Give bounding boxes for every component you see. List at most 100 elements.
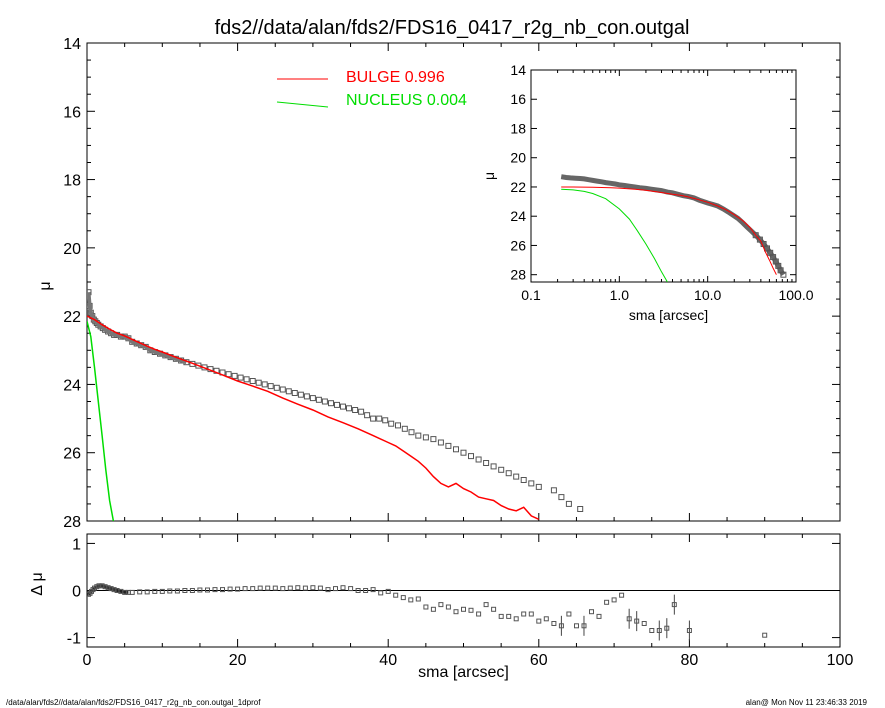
- x-tick-label: 80: [681, 652, 699, 669]
- observed-point: [285, 388, 292, 395]
- resid-y-tick-label: 1: [72, 536, 81, 553]
- observed-point: [382, 417, 389, 424]
- inset-observed-point: [752, 232, 759, 239]
- inset-observed-point: [764, 245, 770, 252]
- inset-nucleus-model-line: [561, 188, 668, 282]
- residual-point: [137, 589, 143, 595]
- residual-point: [574, 623, 579, 629]
- residual-point: [265, 585, 271, 591]
- observed-point: [297, 391, 304, 398]
- residual-point: [453, 609, 459, 615]
- residual-point: [370, 587, 376, 593]
- observed-point: [453, 446, 459, 453]
- residual-point: [159, 588, 165, 594]
- inset-y-tick-label: 16: [510, 91, 526, 107]
- observed-point: [460, 449, 467, 456]
- legend: BULGE 0.996 NUCLEUS 0.004: [276, 69, 467, 109]
- observed-point: [303, 393, 310, 400]
- residual-point: [513, 616, 519, 622]
- residual-point: [205, 587, 210, 593]
- inset-bulge-model-line: [561, 186, 777, 275]
- footer-timestamp: alan@ Mon Nov 11 23:46:33 2019: [745, 698, 867, 707]
- residual-point: [129, 589, 135, 595]
- residual-point: [144, 589, 150, 595]
- residual-point: [423, 604, 429, 610]
- observed-point: [370, 415, 377, 422]
- observed-point: [255, 379, 262, 386]
- observed-point: [408, 429, 415, 436]
- observed-point: [261, 381, 268, 388]
- residual-point: [235, 586, 241, 592]
- residual-point: [227, 586, 233, 592]
- residual-point: [468, 607, 474, 613]
- observed-point: [468, 453, 474, 460]
- observed-point: [483, 460, 490, 466]
- inset-y-tick-label: 20: [510, 150, 526, 166]
- observed-dense-trace: [87, 292, 188, 365]
- residual-point: [111, 587, 117, 593]
- residual-point: [551, 621, 557, 626]
- observed-point: [364, 412, 371, 419]
- observed-point: [249, 378, 256, 384]
- x-axis-label: sma [arcsec]: [418, 664, 509, 681]
- legend-swatch: [276, 101, 329, 108]
- observed-point: [528, 480, 535, 487]
- observed-point: [231, 372, 238, 379]
- observed-point: [279, 386, 286, 393]
- inset-y-tick-label: 26: [510, 237, 526, 253]
- observed-point: [395, 422, 401, 429]
- observed-point: [437, 439, 444, 446]
- residual-point: [96, 583, 102, 589]
- resid-y-axis-label: Δ μ: [29, 572, 46, 595]
- observed-point: [334, 401, 340, 408]
- observed-point: [550, 487, 557, 494]
- inset-plot-frame: [530, 69, 797, 283]
- residual-point: [250, 586, 256, 592]
- observed-point: [520, 477, 527, 483]
- observed-point: [340, 403, 346, 410]
- residual-point: [498, 613, 504, 619]
- residual-point: [272, 585, 278, 591]
- inset-y-tick-label: 22: [510, 179, 526, 195]
- inset-y-axis-label: μ: [481, 172, 497, 180]
- residual-point: [611, 597, 617, 603]
- x-tick-label: 40: [379, 652, 397, 669]
- residual-point: [242, 586, 248, 592]
- residual-point: [287, 585, 293, 591]
- residual-point: [558, 623, 564, 629]
- residual-point: [197, 587, 203, 593]
- residual-point: [528, 611, 534, 617]
- residual-point: [491, 606, 497, 612]
- residual-point: [220, 587, 225, 593]
- x-tick-label: 0: [83, 652, 92, 669]
- residual-point: [664, 625, 670, 631]
- y-axis-label: μ: [37, 281, 54, 290]
- residual-point: [762, 632, 768, 638]
- footer-file-path: /data/alan/fds2//data/alan/fds2/FDS16_04…: [6, 698, 261, 707]
- residual-point: [483, 602, 489, 608]
- residual-point: [506, 613, 512, 619]
- residual-point: [566, 611, 572, 617]
- observed-point: [352, 407, 359, 413]
- residual-point: [302, 585, 308, 591]
- residual-point: [521, 611, 527, 617]
- observed-point: [376, 415, 383, 422]
- inset-y-tick-label: 24: [510, 208, 526, 224]
- residual-point: [438, 602, 444, 608]
- residual-point: [355, 588, 361, 593]
- y-tick-label: 22: [63, 309, 81, 326]
- residual-point: [340, 585, 346, 591]
- y-tick-label: 26: [63, 446, 81, 463]
- residual-point: [626, 616, 632, 622]
- observed-point: [558, 494, 565, 501]
- observed-point: [195, 362, 202, 369]
- residual-point: [295, 585, 301, 591]
- residual-point: [363, 588, 369, 593]
- inset-y-tick-label: 28: [510, 267, 526, 283]
- observed-point: [273, 384, 280, 391]
- inset-y-tick-label: 14: [510, 62, 526, 78]
- residual-point: [280, 586, 286, 592]
- residual-point: [400, 595, 406, 601]
- x-tick-label: 60: [530, 652, 548, 669]
